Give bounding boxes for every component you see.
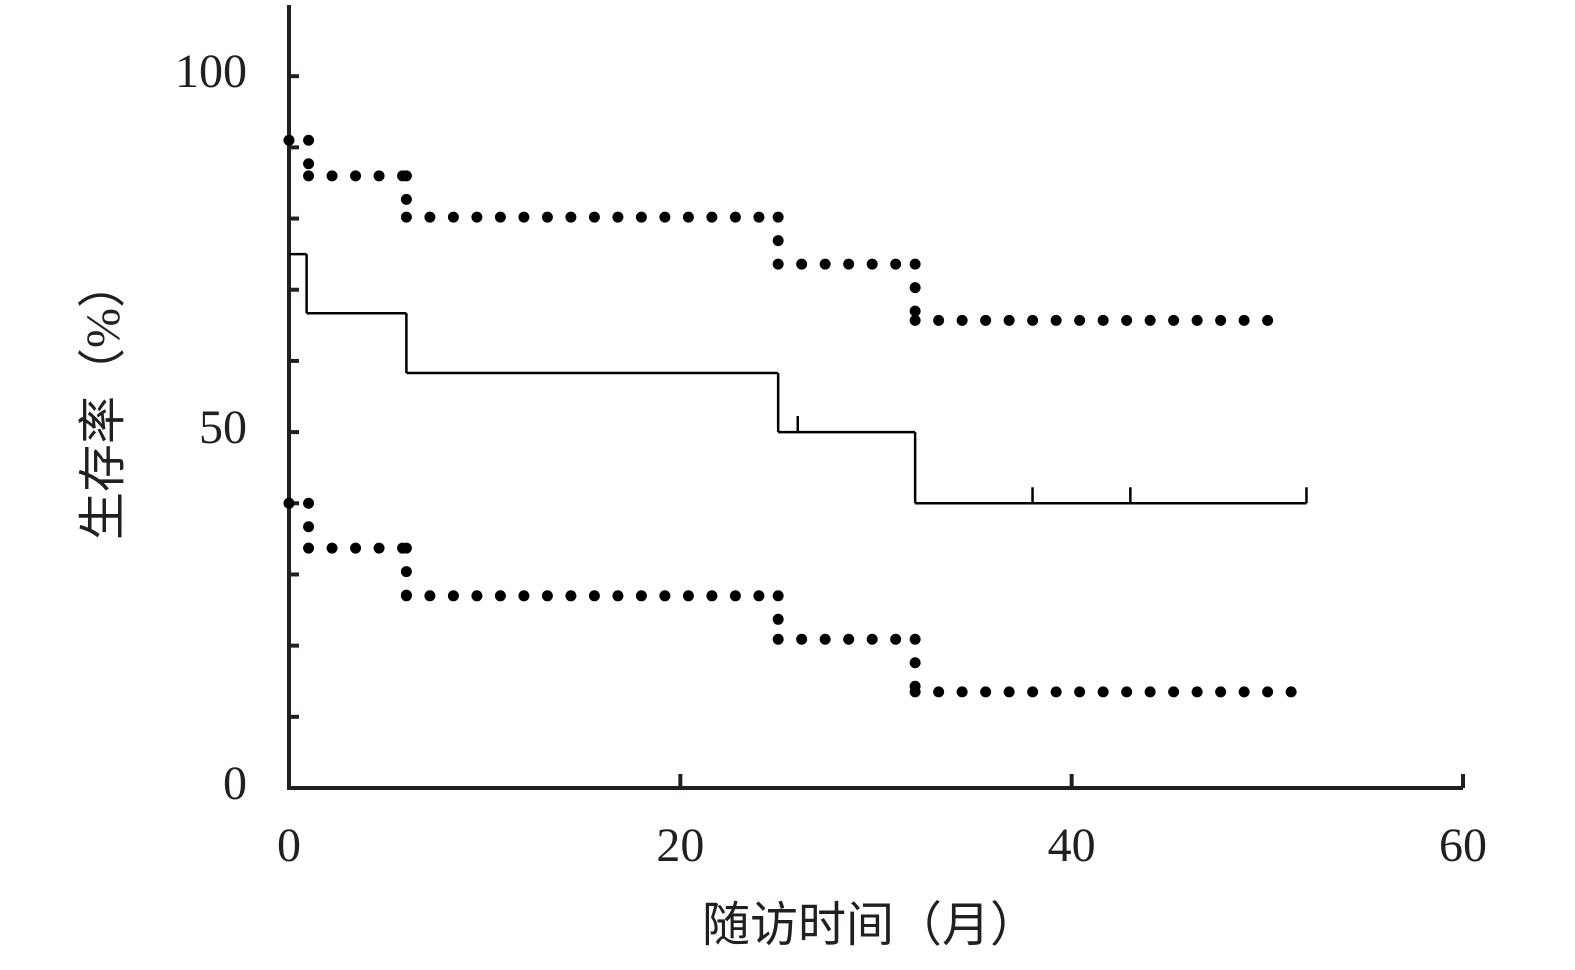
y-tick-label: 0 — [223, 757, 247, 810]
x-axis-label: 随访时间（月） — [702, 899, 1038, 952]
y-axis-label: 生存率（%） — [77, 260, 130, 540]
x-tick-label: 40 — [1048, 819, 1096, 872]
y-tick-label: 100 — [175, 45, 247, 98]
x-tick-label: 20 — [656, 819, 704, 872]
x-tick-label: 60 — [1439, 819, 1487, 872]
x-tick-label: 0 — [277, 819, 301, 872]
y-tick-label: 50 — [199, 401, 247, 454]
